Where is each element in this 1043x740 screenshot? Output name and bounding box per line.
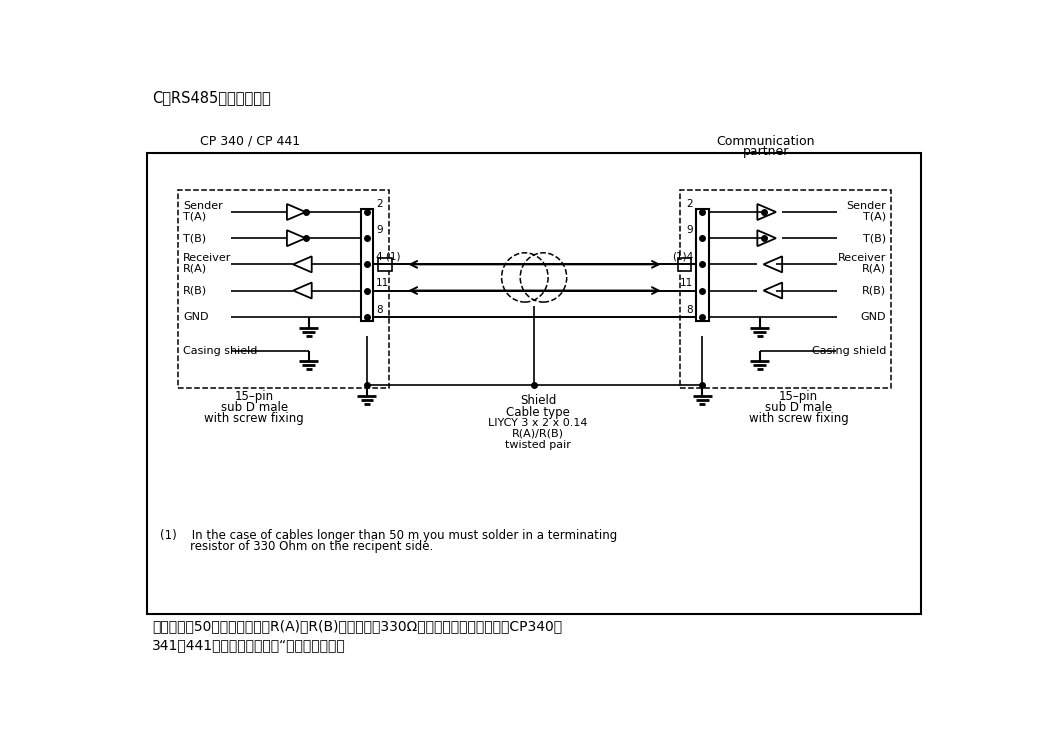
Text: sub D male: sub D male <box>221 401 288 414</box>
Text: Sender: Sender <box>184 201 223 211</box>
Text: (1)4: (1)4 <box>672 252 693 262</box>
Text: Communication: Communication <box>717 135 816 148</box>
Text: R(B): R(B) <box>184 286 208 295</box>
Text: 11: 11 <box>377 278 389 288</box>
Text: Sender: Sender <box>846 201 886 211</box>
Text: 341、441硬件诊断中会提出“端口：接收线断: 341、441硬件诊断中会提出“端口：接收线断 <box>152 638 346 652</box>
Polygon shape <box>293 283 312 298</box>
Bar <box>678 258 692 271</box>
Text: twisted pair: twisted pair <box>505 440 571 449</box>
Text: GND: GND <box>184 312 209 323</box>
Text: 15–pin: 15–pin <box>235 390 274 403</box>
Text: 4 (1): 4 (1) <box>377 252 401 262</box>
Text: 2: 2 <box>686 199 693 209</box>
Polygon shape <box>757 204 776 220</box>
Bar <box>378 258 391 271</box>
Polygon shape <box>763 283 782 298</box>
Text: with screw fixing: with screw fixing <box>749 412 848 425</box>
Text: 9: 9 <box>686 226 693 235</box>
Text: Receiver: Receiver <box>184 253 232 263</box>
Bar <box>178 190 389 388</box>
Text: Shield: Shield <box>519 394 556 407</box>
Text: Cable type: Cable type <box>506 406 569 419</box>
Text: 2: 2 <box>377 199 383 209</box>
Bar <box>696 209 708 320</box>
Text: with screw fixing: with screw fixing <box>204 412 305 425</box>
Text: Casing shield: Casing shield <box>811 346 886 356</box>
Text: 9: 9 <box>377 226 383 235</box>
Text: T(A): T(A) <box>863 212 886 221</box>
Text: LIYCY 3 x 2 x 0.14: LIYCY 3 x 2 x 0.14 <box>488 418 588 428</box>
Text: sub D male: sub D male <box>765 401 832 414</box>
Text: CP 340 / CP 441: CP 340 / CP 441 <box>200 135 300 148</box>
Text: T(B): T(B) <box>184 233 207 243</box>
Text: GND: GND <box>860 312 886 323</box>
Text: 11: 11 <box>680 278 693 288</box>
Text: C：RS485的连接定义：: C：RS485的连接定义： <box>152 90 271 106</box>
Polygon shape <box>757 230 776 246</box>
Text: R(A)/R(B): R(A)/R(B) <box>512 428 564 439</box>
Text: partner: partner <box>743 146 790 158</box>
Text: T(A): T(A) <box>184 212 207 221</box>
Text: 15–pin: 15–pin <box>779 390 818 403</box>
Text: 8: 8 <box>686 305 693 314</box>
Bar <box>680 190 891 388</box>
Bar <box>147 153 921 614</box>
Polygon shape <box>287 230 306 246</box>
Text: R(B): R(B) <box>862 286 886 295</box>
Text: R(A): R(A) <box>184 264 208 274</box>
Polygon shape <box>763 256 782 272</box>
Text: Receiver: Receiver <box>838 253 886 263</box>
Polygon shape <box>293 256 312 272</box>
Text: Casing shield: Casing shield <box>184 346 258 356</box>
Bar <box>361 209 373 320</box>
Text: 8: 8 <box>377 305 383 314</box>
Text: resistor of 330 Ohm on the recipent side.: resistor of 330 Ohm on the recipent side… <box>160 540 433 554</box>
Polygon shape <box>287 204 306 220</box>
Text: 电缆长度蔆50米时在接收端（R(A)和R(B)之间）加入330Ω电阻。如果接线错误，在CP340、: 电缆长度蔆50米时在接收端（R(A)和R(B)之间）加入330Ω电阻。如果接线错… <box>152 619 562 633</box>
Text: R(A): R(A) <box>862 264 886 274</box>
Text: T(B): T(B) <box>863 233 886 243</box>
Text: (1)    In the case of cables longer than 50 m you must solder in a terminating: (1) In the case of cables longer than 50… <box>160 529 617 542</box>
